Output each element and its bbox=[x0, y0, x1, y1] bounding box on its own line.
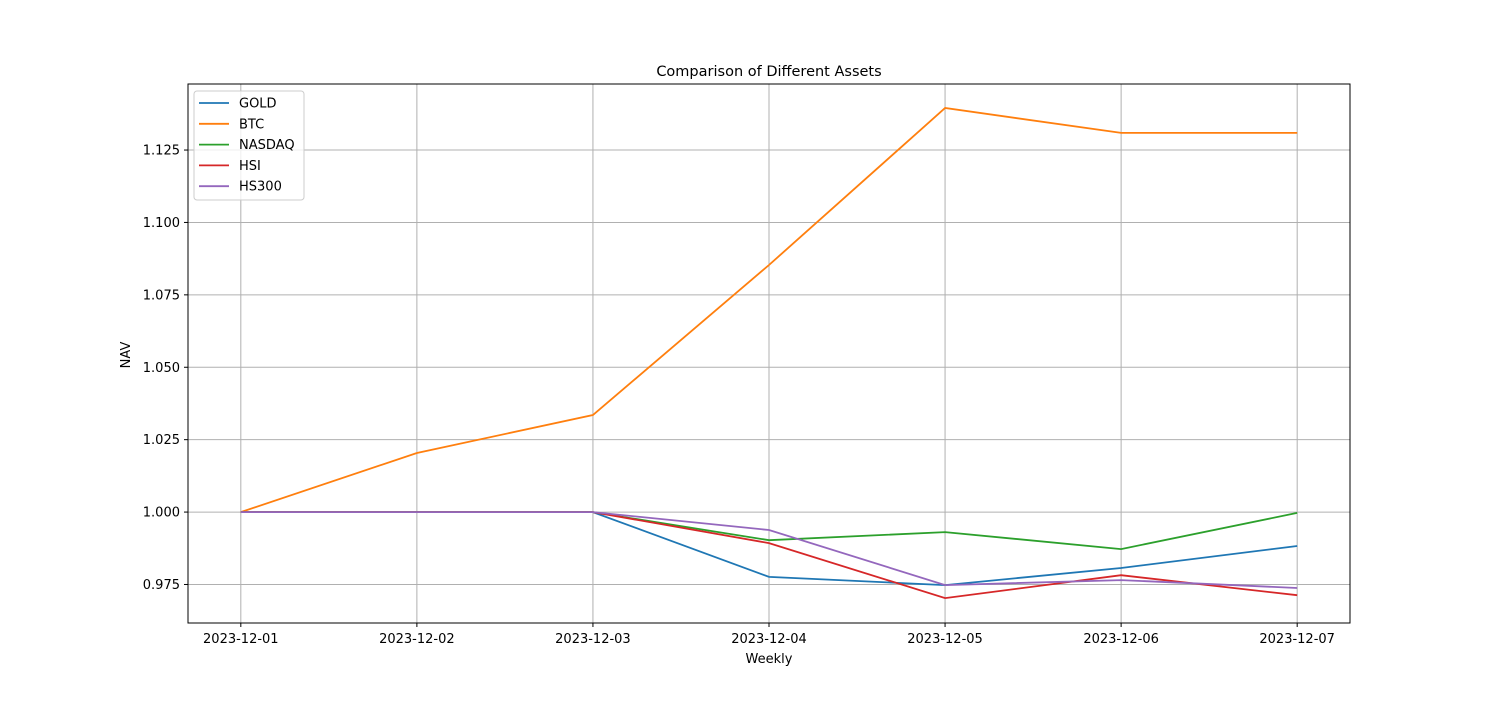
legend-box bbox=[193, 90, 305, 201]
series-line-btc bbox=[240, 107, 1298, 513]
legend-label: NASDAQ bbox=[239, 138, 295, 153]
y-axis: 0.975 1.000 1.025 1.050 1.075 1.100 1.125 bbox=[143, 144, 188, 593]
y-tick-label: 1.050 bbox=[143, 361, 180, 376]
series-line-hs300 bbox=[240, 511, 1298, 589]
x-tick-label: 2023-12-04 bbox=[731, 632, 807, 647]
x-axis-label: Weekly bbox=[746, 652, 793, 667]
legend: GOLD BTC NASDAQ HSI HS300 bbox=[193, 90, 305, 201]
y-tick-label: 1.125 bbox=[143, 144, 180, 159]
x-tick-label: 2023-12-05 bbox=[907, 632, 983, 647]
y-tick-label: 1.000 bbox=[143, 506, 180, 521]
x-tick-label: 2023-12-06 bbox=[1083, 632, 1159, 647]
legend-label: HSI bbox=[239, 159, 261, 174]
legend-label: BTC bbox=[239, 117, 264, 132]
y-tick-label: 1.025 bbox=[143, 433, 180, 448]
x-tick-label: 2023-12-07 bbox=[1259, 632, 1335, 647]
grid bbox=[188, 84, 1350, 623]
x-tick-label: 2023-12-03 bbox=[555, 632, 631, 647]
legend-label: HS300 bbox=[239, 180, 282, 195]
y-tick-label: 1.100 bbox=[143, 216, 180, 231]
legend-label: GOLD bbox=[239, 97, 277, 112]
x-tick-label: 2023-12-01 bbox=[203, 632, 279, 647]
y-axis-label: NAV bbox=[119, 342, 134, 369]
x-tick-label: 2023-12-02 bbox=[379, 632, 455, 647]
chart-title: Comparison of Different Assets bbox=[656, 64, 881, 80]
y-tick-label: 0.975 bbox=[143, 578, 180, 593]
y-tick-label: 1.075 bbox=[143, 288, 180, 303]
x-axis: 2023-12-01 2023-12-02 2023-12-03 2023-12-04… bbox=[203, 623, 1335, 647]
series-lines bbox=[240, 107, 1298, 600]
